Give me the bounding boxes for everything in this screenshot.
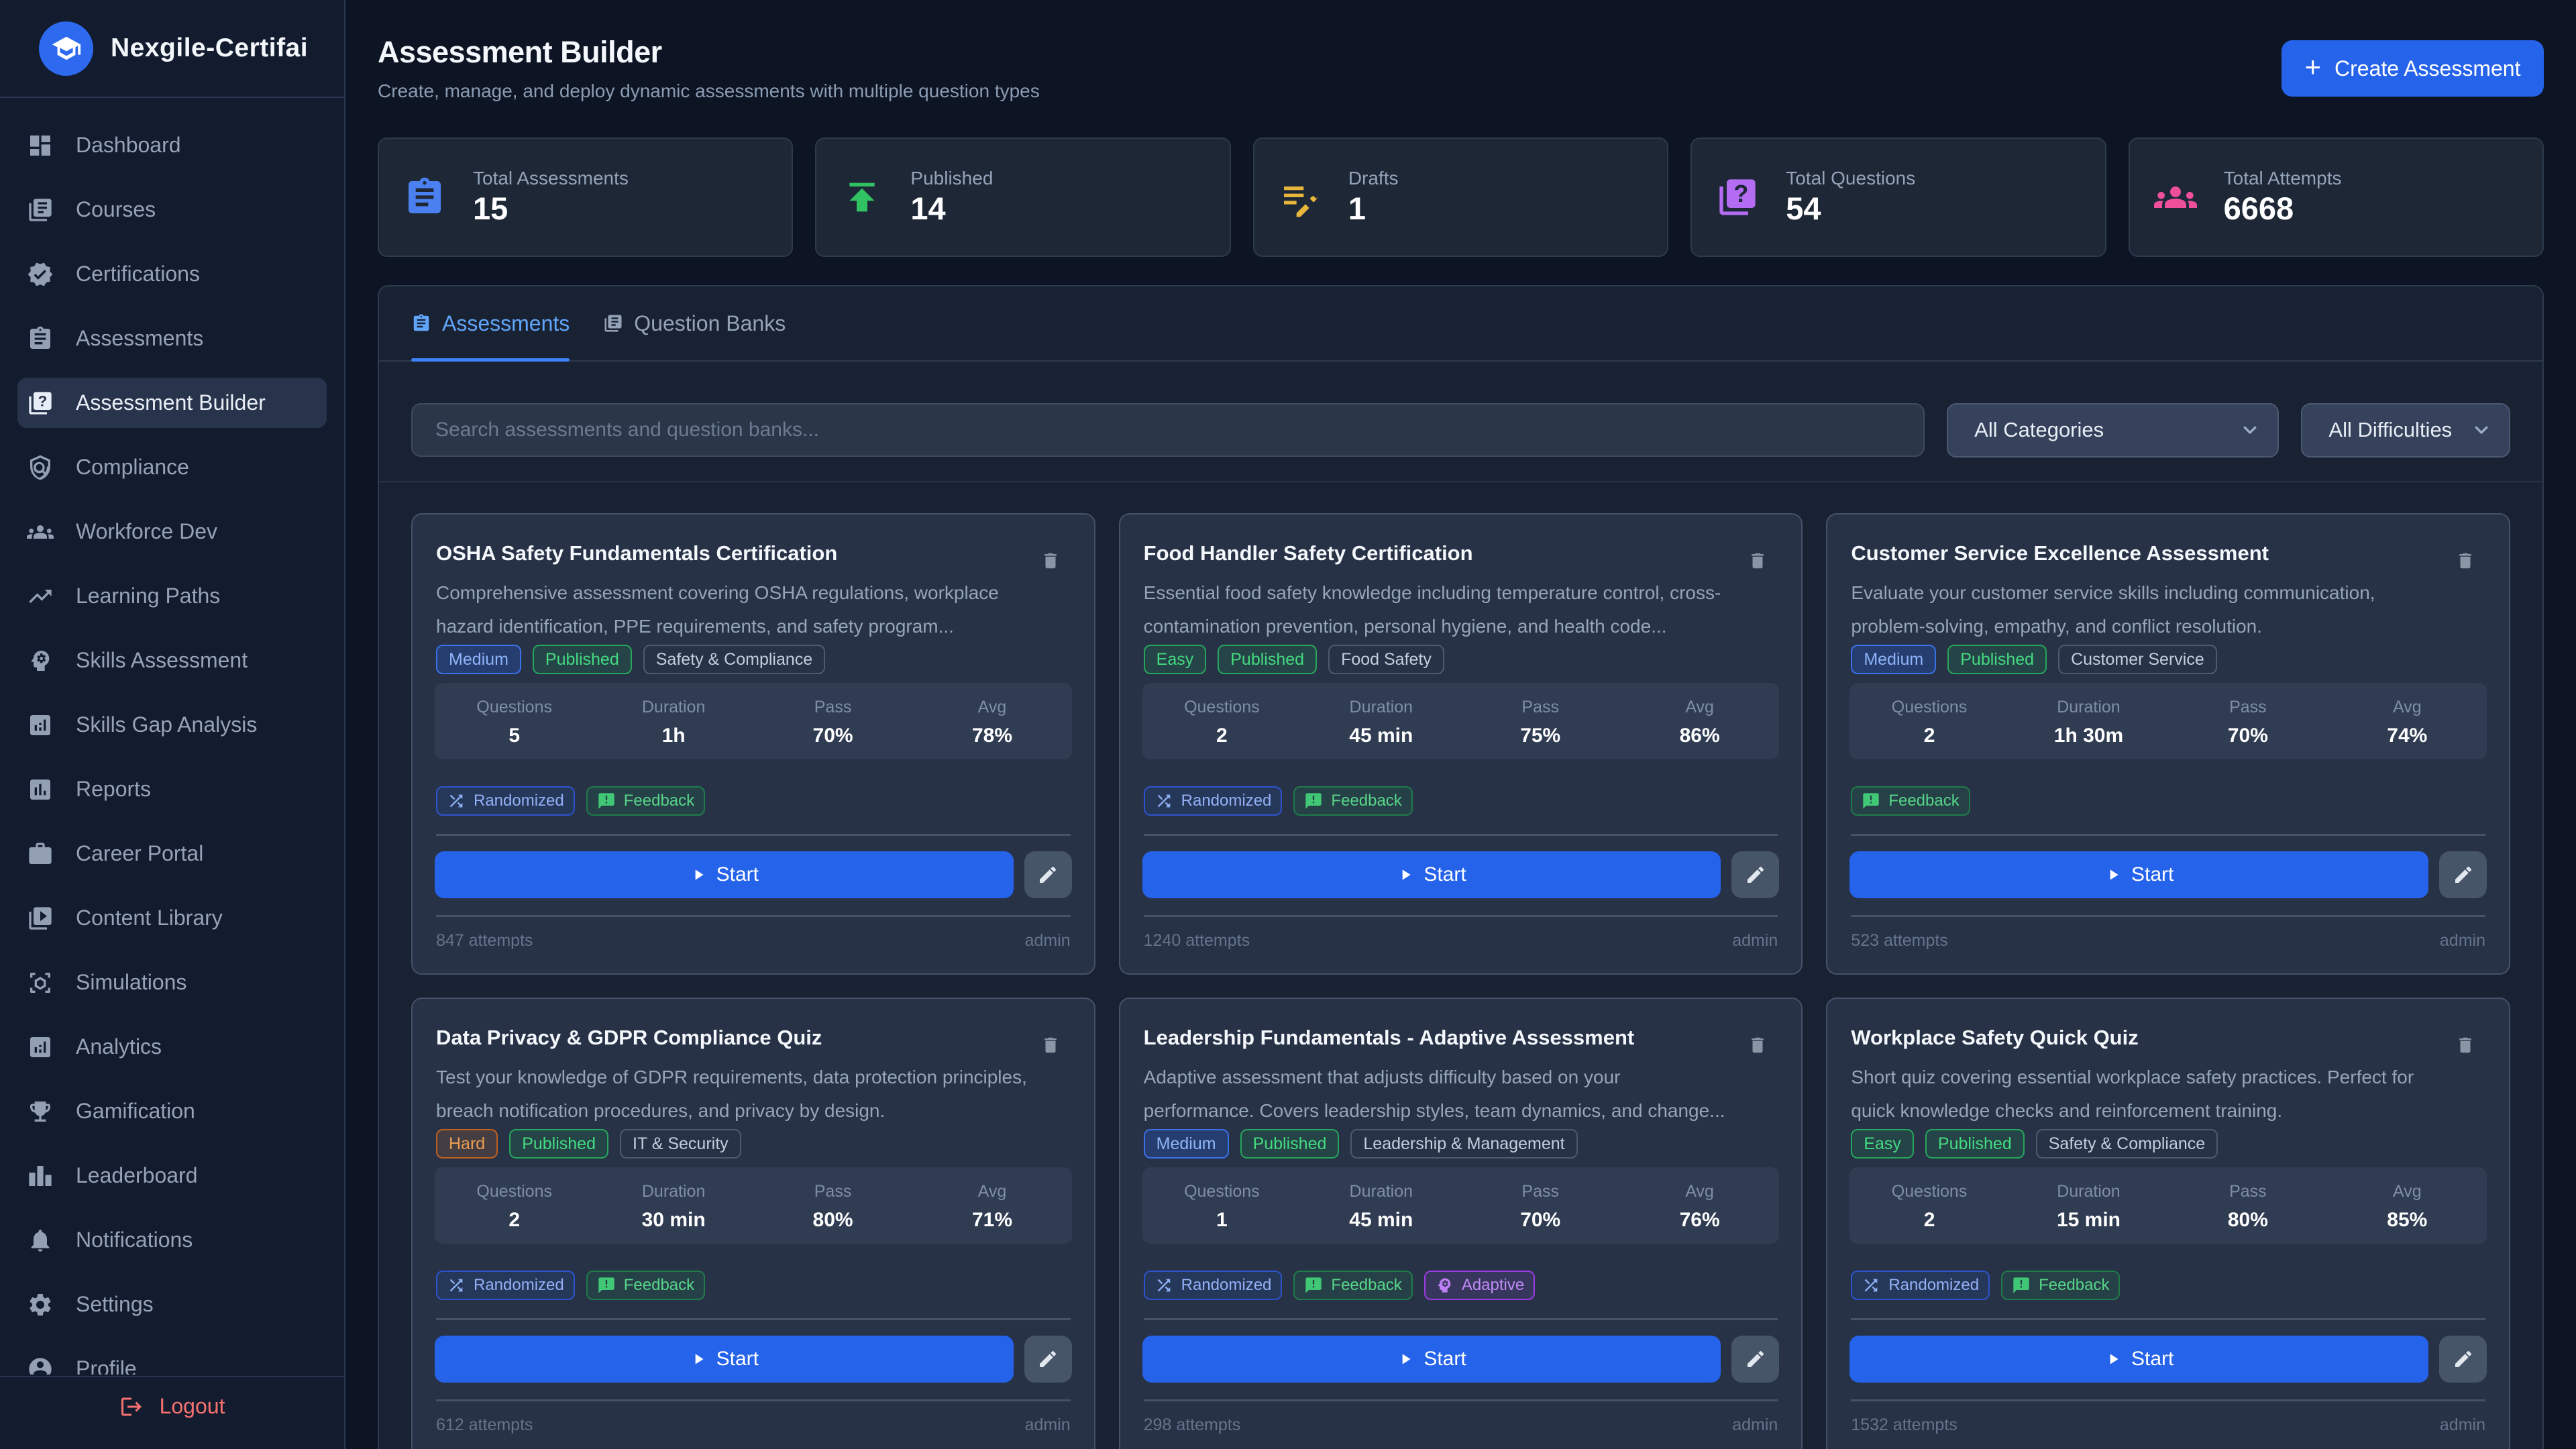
svg-text:?: ? bbox=[1734, 180, 1749, 207]
svg-text:?: ? bbox=[38, 392, 47, 409]
